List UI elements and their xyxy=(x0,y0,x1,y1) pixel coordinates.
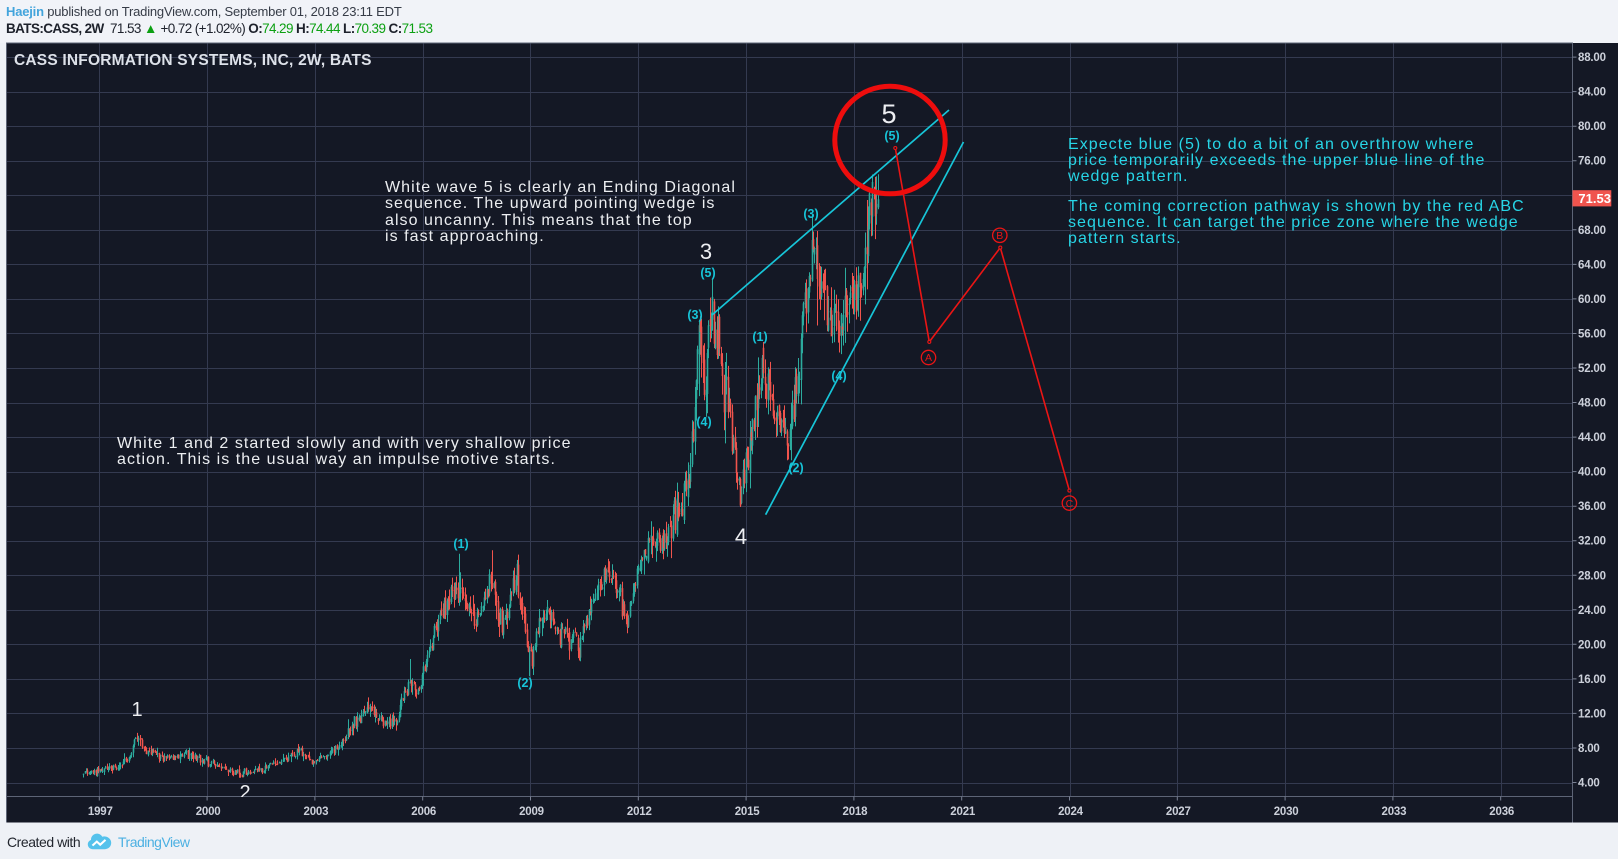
svg-text:2015: 2015 xyxy=(735,806,761,818)
svg-text:2000: 2000 xyxy=(196,806,221,818)
svg-text:2024: 2024 xyxy=(1058,806,1084,818)
svg-text:2018: 2018 xyxy=(843,806,869,818)
svg-text:4.00: 4.00 xyxy=(1578,778,1600,790)
svg-text:1997: 1997 xyxy=(88,806,113,818)
svg-text:A: A xyxy=(925,352,932,364)
svg-text:40.00: 40.00 xyxy=(1578,467,1606,479)
svg-text:64.00: 64.00 xyxy=(1578,259,1606,271)
svg-text:56.00: 56.00 xyxy=(1578,329,1606,341)
svg-text:44.00: 44.00 xyxy=(1578,432,1606,444)
svg-text:32.00: 32.00 xyxy=(1578,536,1606,548)
svg-text:76.00: 76.00 xyxy=(1578,156,1606,168)
svg-text:20.00: 20.00 xyxy=(1578,639,1606,651)
svg-text:80.00: 80.00 xyxy=(1578,121,1606,133)
svg-text:8.00: 8.00 xyxy=(1578,743,1600,755)
svg-text:48.00: 48.00 xyxy=(1578,398,1606,410)
svg-text:60.00: 60.00 xyxy=(1578,294,1606,306)
svg-text:71.53: 71.53 xyxy=(1578,191,1611,206)
svg-text:16.00: 16.00 xyxy=(1578,674,1606,686)
svg-text:C: C xyxy=(1066,498,1074,510)
svg-text:84.00: 84.00 xyxy=(1578,87,1606,99)
svg-text:2033: 2033 xyxy=(1382,806,1407,818)
svg-text:2012: 2012 xyxy=(627,806,652,818)
svg-text:68.00: 68.00 xyxy=(1578,225,1606,237)
svg-text:2030: 2030 xyxy=(1274,806,1299,818)
svg-text:B: B xyxy=(996,230,1003,242)
svg-text:2003: 2003 xyxy=(304,806,329,818)
svg-text:52.00: 52.00 xyxy=(1578,363,1606,375)
svg-text:2009: 2009 xyxy=(519,806,544,818)
svg-text:2006: 2006 xyxy=(411,806,436,818)
svg-text:88.00: 88.00 xyxy=(1578,52,1606,64)
svg-text:2036: 2036 xyxy=(1489,806,1514,818)
svg-text:12.00: 12.00 xyxy=(1578,708,1606,720)
svg-text:28.00: 28.00 xyxy=(1578,570,1606,582)
svg-text:36.00: 36.00 xyxy=(1578,501,1606,513)
svg-text:2021: 2021 xyxy=(950,806,976,818)
svg-text:2027: 2027 xyxy=(1166,806,1191,818)
svg-text:24.00: 24.00 xyxy=(1578,605,1606,617)
